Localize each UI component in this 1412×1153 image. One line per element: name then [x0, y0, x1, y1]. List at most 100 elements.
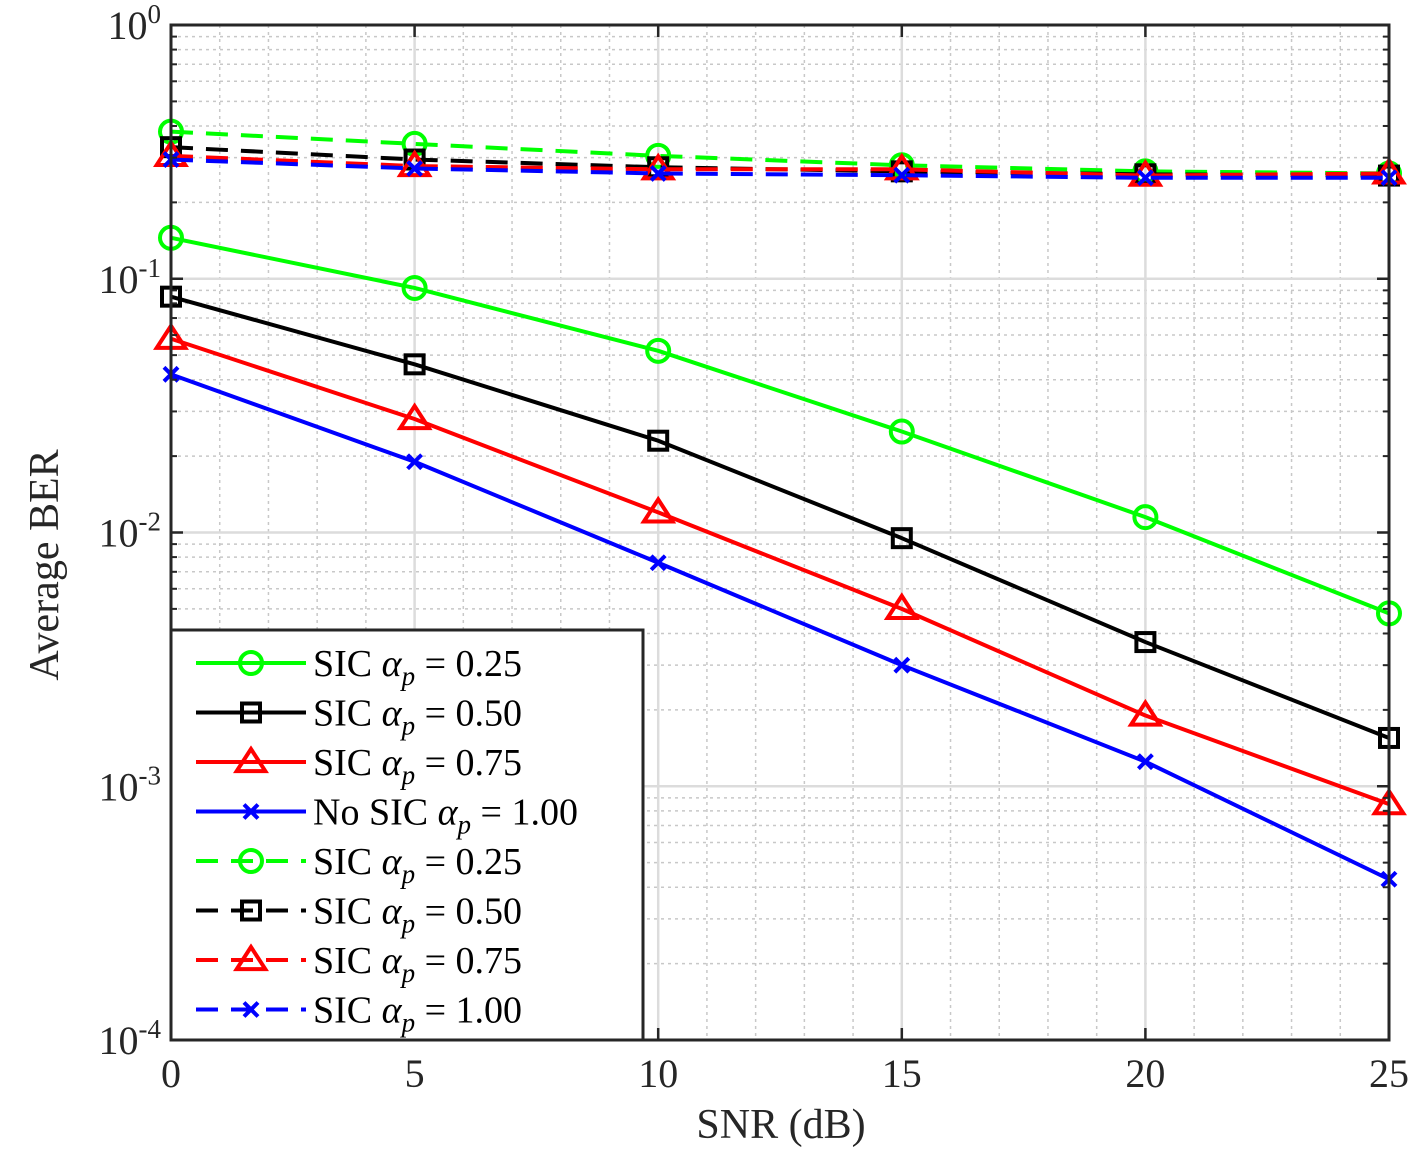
legend-alpha-subscript: p	[400, 909, 416, 939]
y-tick-label-exponent: -1	[139, 253, 162, 283]
legend-item: SIC αp = 0.50	[196, 693, 522, 741]
legend-alpha-symbol: α	[372, 940, 403, 982]
legend-alpha-subscript: p	[400, 760, 416, 790]
y-tick-label-base: 10	[99, 1018, 139, 1063]
legend-marker	[240, 899, 262, 922]
legend-item: SIC αp = 0.50	[196, 891, 522, 939]
series-1-point	[888, 418, 915, 445]
legend-label: SIC αp = 0.50	[313, 693, 522, 741]
legend-alpha-subscript: p	[400, 711, 416, 741]
legend-prefix: SIC	[313, 841, 372, 883]
legend-alpha-value: 0.50	[456, 891, 523, 933]
legend-equals: =	[415, 990, 455, 1032]
y-tick-label-exponent: -4	[139, 1014, 162, 1044]
legend-label: SIC αp = 0.25	[313, 841, 522, 889]
legend-alpha-value: 0.50	[456, 693, 523, 735]
legend-prefix: SIC	[313, 940, 372, 982]
legend-equals: =	[415, 940, 455, 982]
legend-equals: =	[415, 693, 455, 735]
legend-alpha-value: 0.25	[456, 643, 523, 685]
legend-marker	[242, 803, 260, 820]
series-7	[153, 139, 1407, 187]
legend-alpha-subscript: p	[400, 1008, 416, 1038]
legend-prefix: SIC	[313, 891, 372, 933]
series-4-point	[406, 453, 424, 471]
series-2-line	[170, 294, 1390, 740]
legend-equals: =	[415, 891, 455, 933]
series-1-point	[401, 274, 428, 301]
series-1-line	[170, 235, 1390, 616]
legend-alpha-subscript: p	[456, 810, 472, 840]
legend-item: SIC αp = 1.00	[196, 990, 522, 1038]
legend-label: SIC αp = 0.25	[313, 643, 522, 691]
series-4-point	[1136, 753, 1154, 771]
series-8-line	[170, 157, 1389, 180]
series-7-line	[170, 153, 1390, 178]
x-tick-label: 25	[1369, 1051, 1409, 1096]
series-8-point	[1136, 169, 1154, 187]
y-tick-label-base: 10	[108, 3, 148, 48]
legend-alpha-symbol: α	[372, 990, 403, 1032]
series-2-point	[647, 429, 670, 452]
y-tick-label-exponent: -2	[139, 507, 162, 537]
y-tick-label-exponent: 0	[148, 0, 162, 29]
legend-prefix: SIC	[313, 742, 372, 784]
legend-alpha-symbol: α	[428, 792, 459, 834]
legend-label: No SIC αp = 1.00	[313, 792, 578, 840]
legend-alpha-symbol: α	[372, 693, 403, 735]
series-2-point	[403, 353, 426, 376]
legend-alpha-value: 0.75	[456, 940, 523, 982]
legend-label: SIC αp = 1.00	[313, 990, 522, 1038]
y-tick-label-base: 10	[99, 257, 139, 302]
series-4-point	[649, 554, 667, 572]
series-4-line	[170, 372, 1390, 882]
series-1	[158, 224, 1402, 627]
x-tick-label: 5	[405, 1051, 425, 1096]
legend-marker	[240, 701, 262, 724]
legend-marker	[233, 943, 269, 972]
series-8-point	[893, 166, 911, 184]
legend-prefix: SIC	[313, 693, 372, 735]
legend-item: SIC αp = 0.75	[196, 742, 522, 790]
legend-box	[169, 628, 645, 1042]
y-tick-label: 10-2	[99, 507, 162, 556]
series-2	[160, 285, 1400, 749]
x-tick-label: 20	[1125, 1051, 1165, 1096]
y-tick-label: 10-3	[99, 760, 162, 809]
series-7-point	[1127, 158, 1164, 187]
legend-equals: =	[415, 841, 455, 883]
series-4-point	[893, 656, 911, 674]
legend-item: SIC αp = 0.75	[196, 940, 522, 988]
legend-alpha-symbol: α	[372, 643, 403, 685]
series-3-line	[170, 336, 1390, 807]
legend-item: SIC αp = 0.25	[196, 841, 522, 889]
legend-alpha-symbol: α	[372, 742, 403, 784]
y-tick-label-exponent: -3	[139, 760, 162, 790]
series-2-point	[1134, 631, 1157, 654]
legend-label: SIC αp = 0.75	[313, 742, 522, 790]
x-tick-label: 0	[161, 1051, 181, 1096]
legend-marker	[242, 1001, 260, 1018]
legend-alpha-value: 0.75	[456, 742, 523, 784]
y-axis-title: Average BER	[22, 449, 68, 680]
legend-label: SIC αp = 0.75	[313, 940, 522, 988]
legend-item: No SIC αp = 1.00	[196, 792, 578, 840]
series-3-point	[396, 402, 433, 431]
x-tick-label: 15	[882, 1051, 922, 1096]
legend-equals: =	[471, 792, 511, 834]
y-tick-label: 10-4	[99, 1014, 162, 1063]
legend-prefix: SIC	[313, 643, 372, 685]
y-tick-label: 100	[108, 0, 162, 48]
series-3-point	[1127, 698, 1164, 727]
legend-alpha-subscript: p	[400, 859, 416, 889]
legend-equals: =	[415, 643, 455, 685]
x-axis-title: SNR (dB)	[696, 1102, 865, 1148]
series-3-point	[640, 495, 677, 524]
series-2-point	[890, 527, 913, 550]
legend-item: SIC αp = 0.25	[196, 643, 522, 691]
legend-equals: =	[415, 742, 455, 784]
series-5-line	[170, 129, 1390, 176]
